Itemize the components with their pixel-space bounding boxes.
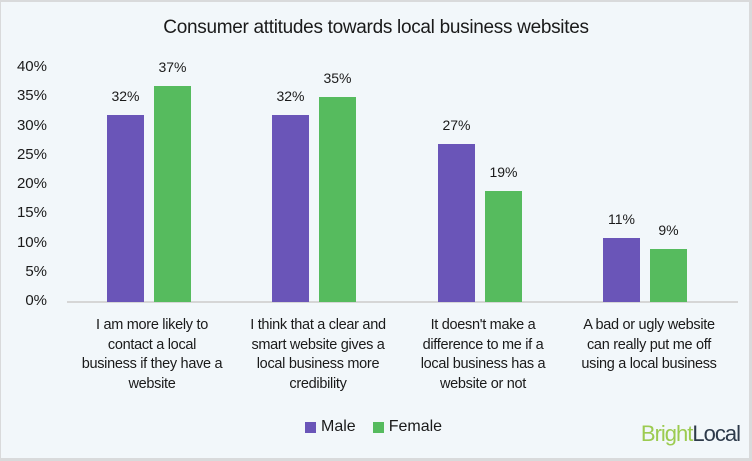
bar-female <box>319 97 356 302</box>
data-label: 11% <box>608 210 635 227</box>
y-tick-label: 15% <box>16 204 47 222</box>
legend: Male Female <box>305 418 459 436</box>
logo-part-bright: Bright <box>640 421 693 446</box>
bar-female <box>485 190 522 302</box>
category-label: A bad or ugly website can really put me o… <box>581 317 717 372</box>
data-label: 19% <box>489 163 518 180</box>
y-tick-label: 30% <box>16 116 47 134</box>
category-label: It doesn't make a difference to me if a lo… <box>420 317 546 392</box>
bar-female <box>650 249 687 302</box>
x-axis-line <box>67 301 738 303</box>
y-tick-label: 10% <box>16 233 47 251</box>
data-label: 32% <box>276 87 305 104</box>
y-tick-label: 0% <box>25 292 47 309</box>
data-label: 9% <box>658 222 679 239</box>
y-tick-label: 5% <box>25 262 47 280</box>
bar-male <box>438 144 475 302</box>
legend-label-female: Female <box>388 418 443 435</box>
legend-swatch-female <box>372 421 384 433</box>
legend-swatch-male <box>305 421 316 433</box>
legend-item-female: Female <box>372 418 443 436</box>
category-label: I am more likely to contact a local busine… <box>81 317 223 392</box>
brightlocal-logo: BrightLocal <box>640 421 741 447</box>
bar-male <box>603 237 640 302</box>
bar-male <box>107 114 144 302</box>
data-label: 27% <box>442 117 471 134</box>
bar-male <box>272 114 309 302</box>
y-tick-label: 35% <box>16 87 47 105</box>
y-tick-label: 40% <box>16 58 47 75</box>
chart-title: Consumer attitudes towards local busines… <box>163 17 589 38</box>
category-label: I think that a clear and smart website gi… <box>250 317 386 392</box>
legend-item-male: Male <box>305 418 356 436</box>
bar-female <box>154 85 191 302</box>
y-tick-label: 25% <box>16 145 47 163</box>
data-label: 35% <box>323 70 352 87</box>
logo-part-local: Local <box>692 421 741 446</box>
y-tick-label: 20% <box>16 175 47 192</box>
data-label: 32% <box>111 87 140 104</box>
data-label: 37% <box>158 58 187 75</box>
legend-label-male: Male <box>321 418 356 435</box>
